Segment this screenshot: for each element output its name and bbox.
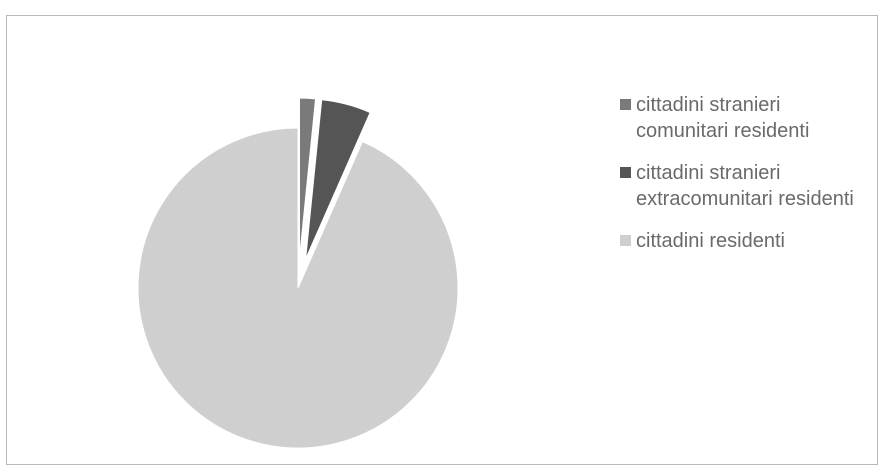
- pie-slice-extracomunitari: [305, 99, 371, 260]
- legend-item-residenti: cittadini residenti: [620, 228, 870, 254]
- legend-swatch-extracomunitari: [620, 167, 631, 178]
- pie-slice-residenti: [137, 127, 459, 449]
- pie-slice-comunitari: [299, 97, 317, 259]
- legend-label-comunitari: cittadini stranieri comunitari residenti: [636, 94, 810, 142]
- legend-label-residenti: cittadini residenti: [636, 230, 785, 252]
- legend-item-extracomunitari: cittadini stranieri extracomunitari resi…: [620, 160, 870, 212]
- chart-legend: cittadini stranieri comunitari residenti…: [620, 92, 870, 270]
- legend-swatch-residenti: [620, 235, 631, 246]
- legend-swatch-comunitari: [620, 99, 631, 110]
- legend-item-comunitari: cittadini stranieri comunitari residenti: [620, 92, 870, 144]
- legend-label-extracomunitari: cittadini stranieri extracomunitari resi…: [636, 162, 854, 210]
